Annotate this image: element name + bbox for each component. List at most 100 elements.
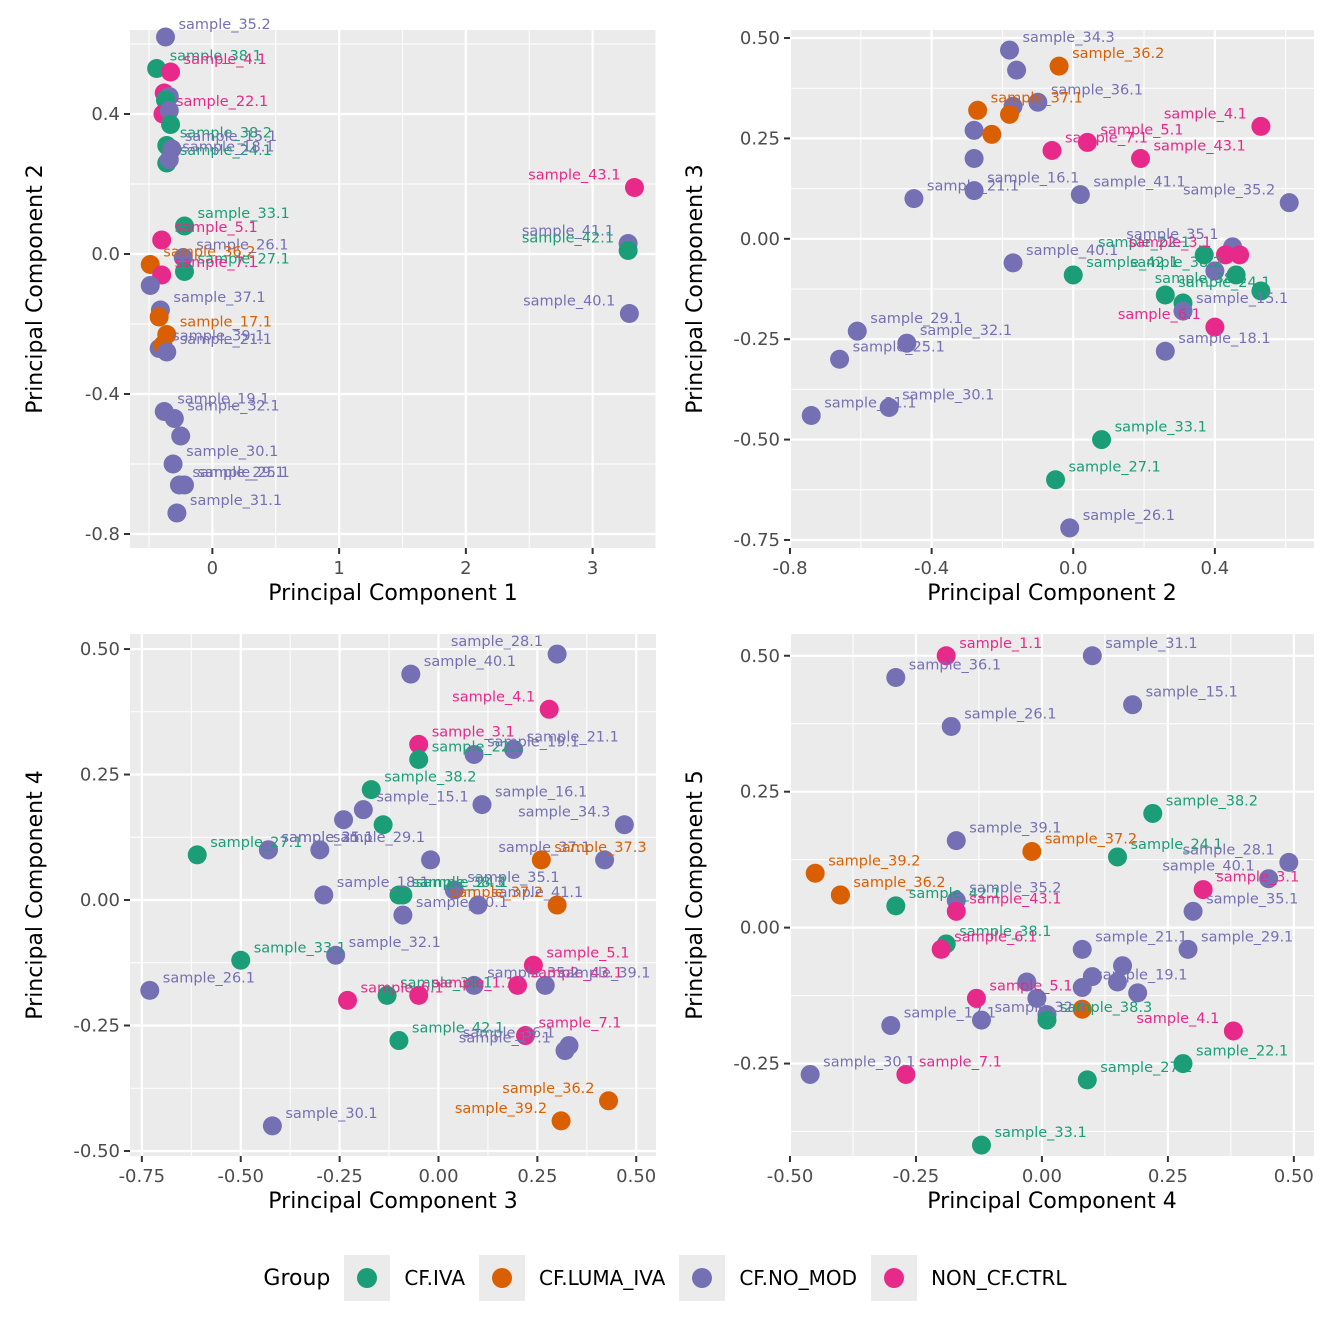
data-point-label: sample_31.1 [1105, 636, 1197, 652]
data-point [231, 950, 251, 970]
data-point [1042, 140, 1062, 160]
data-point [614, 815, 634, 835]
data-point-label: sample_29.1 [192, 465, 284, 481]
data-point [262, 1116, 282, 1136]
data-point-label: sample_31.1 [281, 830, 373, 846]
data-point-label: sample_27.1 [1069, 460, 1161, 476]
y-tick-label: 0.00 [80, 890, 120, 911]
data-point [964, 148, 984, 168]
data-point [1000, 104, 1020, 124]
data-point [539, 699, 559, 719]
data-point [393, 905, 413, 925]
legend-dot-icon [884, 1268, 905, 1288]
y-tick-label: -0.4 [85, 384, 120, 405]
data-point-label: sample_18.1 [182, 140, 274, 156]
data-point [1155, 285, 1175, 305]
data-point-label: sample_3.1 [1128, 235, 1211, 251]
data-point-label: sample_6.1 [954, 929, 1037, 945]
data-point [377, 985, 397, 1005]
data-point-label: sample_31.1 [824, 395, 916, 411]
legend-label: CF.LUMA_IVA [539, 1266, 666, 1290]
data-point [1205, 317, 1225, 337]
panel-3: -0.75 -0.50 -0.25 0.00 0.25 0.50 -0.50 -0.25 0.0… [23, 634, 656, 1214]
data-point-label: sample_17.1 [180, 315, 272, 331]
data-point [1215, 245, 1235, 265]
y-tick-label: -0.75 [733, 530, 780, 551]
data-point-label: sample_4.1 [184, 52, 267, 68]
x-tick-label: -0.25 [893, 1166, 940, 1187]
data-point-label: sample_35.2 [969, 880, 1061, 896]
data-point [1072, 939, 1092, 959]
data-point-label: sample_24.1 [1131, 837, 1223, 853]
data-point-label: sample_24.1 [416, 875, 508, 891]
data-point-label: sample_5.1 [989, 978, 1072, 994]
data-point [175, 262, 195, 281]
data-point [936, 646, 956, 666]
data-point [1251, 116, 1271, 136]
panel-background [790, 634, 1314, 1156]
legend-label: CF.NO_MOD [739, 1266, 858, 1290]
data-point [599, 1091, 619, 1111]
data-point-label: sample_36.1 [1051, 82, 1143, 98]
data-point [595, 850, 615, 870]
data-point [389, 1031, 409, 1051]
data-point [555, 1041, 575, 1061]
x-tick-label: -0.50 [217, 1166, 264, 1187]
data-point [373, 815, 393, 835]
x-tick-label: 0.0 [1059, 558, 1088, 579]
data-point-label: sample_3.1 [1216, 870, 1299, 886]
data-point-label: sample_39.1 [558, 965, 650, 981]
data-point [830, 349, 850, 369]
data-point [551, 1111, 571, 1131]
data-point [886, 896, 906, 916]
data-point-label: sample_24.1 [1178, 275, 1270, 291]
y-axis-title: Principal Component 5 [683, 770, 708, 1019]
x-tick-label: 0.50 [616, 1166, 656, 1187]
data-point [1072, 999, 1092, 1019]
data-point-label: sample_40.1 [424, 654, 516, 670]
data-point [1082, 646, 1102, 666]
y-tick-label: 0.25 [740, 782, 780, 803]
data-point [171, 426, 191, 446]
data-point [1173, 301, 1193, 321]
x-axis-title: Principal Component 1 [268, 581, 517, 606]
data-point-label: sample_33.1 [1115, 420, 1207, 436]
data-point-label: sample_35.1 [467, 870, 559, 886]
data-point-label: sample_34.3 [518, 805, 610, 821]
y-axis-title: Principal Component 3 [683, 164, 708, 413]
data-point [515, 1026, 535, 1046]
data-point [444, 880, 464, 900]
data-point-label: sample_36.2 [163, 245, 255, 261]
data-point [619, 304, 639, 323]
data-point [1123, 695, 1143, 715]
y-tick-label: -0.50 [73, 1141, 120, 1162]
data-point-label: sample_21.1 [927, 179, 1019, 195]
data-point-label: sample_22.1 [1196, 1044, 1288, 1060]
data-point [946, 831, 966, 851]
data-point [904, 189, 924, 209]
data-point-label: sample_31.1 [190, 493, 282, 509]
data-point [361, 780, 381, 800]
y-tick-label: 0.50 [740, 646, 780, 667]
data-point [1173, 1054, 1193, 1074]
x-tick-label: 0.25 [517, 1166, 557, 1187]
data-point-label: sample_38.2 [1166, 793, 1258, 809]
data-point-label: sample_29.1 [870, 311, 962, 327]
x-tick-label: 2 [460, 558, 471, 579]
legend-item-cf-luma-iva: CF.LUMA_IVA [479, 1255, 665, 1301]
x-tick-label: 0.00 [1022, 1166, 1062, 1187]
data-point [896, 1064, 916, 1084]
data-point-label: sample_7.1 [1065, 130, 1148, 146]
data-point-label: sample_39.2 [455, 1101, 547, 1117]
x-tick-label: -0.4 [914, 558, 949, 579]
data-point-label: sample_38.1 [959, 924, 1051, 940]
data-point [140, 980, 160, 1000]
data-point-label: sample_17.1 [904, 1006, 996, 1022]
data-point [968, 100, 988, 120]
data-point [547, 644, 567, 664]
data-point-label: sample_7.1 [175, 255, 258, 271]
data-point [389, 885, 409, 905]
data-point-label: sample_42.1 [522, 231, 614, 247]
legend-item-non-cf-ctrl: NON_CF.CTRL [871, 1255, 1067, 1301]
data-point-label: sample_19.1 [177, 392, 269, 408]
